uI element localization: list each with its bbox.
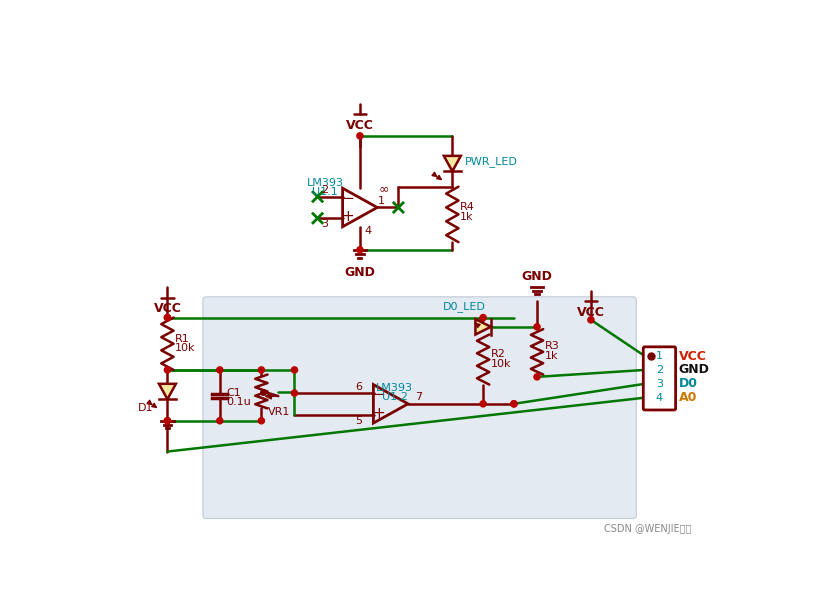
Text: VCC: VCC <box>154 302 182 315</box>
Circle shape <box>588 317 594 323</box>
Text: 2: 2 <box>321 185 328 195</box>
Text: 1: 1 <box>656 351 663 361</box>
Text: R3: R3 <box>544 341 559 351</box>
Text: C1: C1 <box>226 388 241 398</box>
Text: 0.1u: 0.1u <box>226 398 251 407</box>
Polygon shape <box>444 156 461 171</box>
Text: 4: 4 <box>656 393 663 402</box>
Circle shape <box>510 401 517 407</box>
Text: U1.2: U1.2 <box>382 392 408 402</box>
Circle shape <box>217 367 223 373</box>
Circle shape <box>534 374 540 380</box>
Circle shape <box>291 367 298 373</box>
Text: R2: R2 <box>491 349 505 359</box>
Text: U1.1: U1.1 <box>312 187 338 197</box>
Text: 1: 1 <box>378 196 385 205</box>
Circle shape <box>258 418 265 424</box>
Circle shape <box>291 390 298 396</box>
Circle shape <box>357 133 363 139</box>
Text: ∞: ∞ <box>378 182 388 195</box>
Circle shape <box>164 315 170 321</box>
Text: GND: GND <box>344 267 375 279</box>
Text: A0: A0 <box>679 391 697 404</box>
Text: 3: 3 <box>321 219 328 230</box>
Polygon shape <box>159 384 176 399</box>
Text: 2: 2 <box>656 365 663 375</box>
Circle shape <box>510 401 517 407</box>
Text: VCC: VCC <box>346 119 374 132</box>
Text: +: + <box>341 209 354 224</box>
Circle shape <box>534 324 540 330</box>
Text: D1: D1 <box>138 404 154 413</box>
Text: LM393: LM393 <box>307 178 344 188</box>
Text: 10k: 10k <box>491 359 511 369</box>
Circle shape <box>164 367 170 373</box>
Circle shape <box>357 247 363 253</box>
Text: D0: D0 <box>679 378 698 390</box>
Circle shape <box>164 418 170 424</box>
Text: GND: GND <box>521 270 553 282</box>
FancyBboxPatch shape <box>643 347 676 410</box>
Circle shape <box>164 418 170 424</box>
Text: +: + <box>372 405 385 421</box>
Text: 3: 3 <box>656 379 663 389</box>
Polygon shape <box>476 319 491 335</box>
Text: 1k: 1k <box>460 213 474 222</box>
Text: 10k: 10k <box>175 344 196 353</box>
Text: VCC: VCC <box>679 350 706 362</box>
Text: PWR_LED: PWR_LED <box>465 156 518 167</box>
Text: 7: 7 <box>415 392 422 402</box>
Text: 5: 5 <box>355 416 362 426</box>
Text: LM393: LM393 <box>376 384 413 393</box>
Circle shape <box>258 367 265 373</box>
Text: VCC: VCC <box>577 305 605 319</box>
Text: 1k: 1k <box>544 351 559 361</box>
Text: CSDN @WENJIE科技: CSDN @WENJIE科技 <box>603 524 691 533</box>
Text: 4: 4 <box>364 225 372 236</box>
Circle shape <box>480 315 486 321</box>
Text: D0_LED: D0_LED <box>442 301 486 312</box>
Text: VR1: VR1 <box>267 407 290 416</box>
Text: −: − <box>372 387 385 402</box>
Circle shape <box>217 418 223 424</box>
Text: R1: R1 <box>175 334 190 344</box>
Text: R4: R4 <box>460 202 475 213</box>
Text: 6: 6 <box>355 382 362 392</box>
Circle shape <box>164 315 170 321</box>
Text: −: − <box>341 191 354 205</box>
Text: GND: GND <box>679 364 710 376</box>
FancyBboxPatch shape <box>203 297 637 519</box>
Circle shape <box>480 401 486 407</box>
